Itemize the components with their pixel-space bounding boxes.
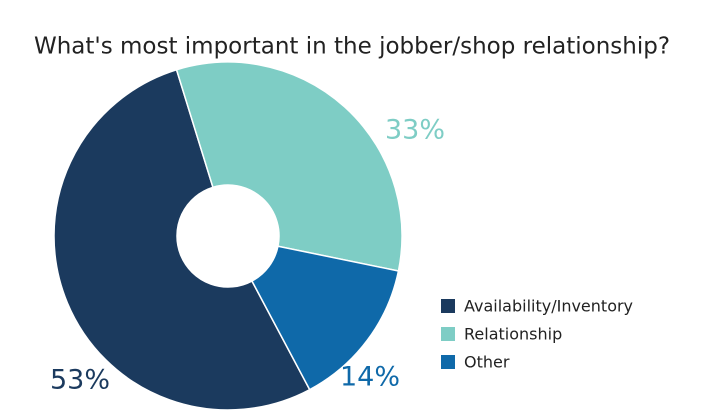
legend-swatch [441, 327, 455, 341]
chart-title: What's most important in the jobber/shop… [34, 34, 670, 60]
legend-label: Other [464, 353, 510, 372]
donut-slice [175, 61, 403, 272]
legend-swatch [441, 299, 455, 313]
legend-label: Relationship [464, 325, 562, 344]
legend-swatch [441, 355, 455, 369]
value-label: 33% [385, 115, 445, 146]
legend-label: Availability/Inventory [464, 297, 633, 316]
donut-slice [53, 68, 311, 411]
donut-slice [250, 245, 400, 391]
value-label: 53% [50, 365, 110, 396]
value-label: 14% [340, 362, 400, 393]
